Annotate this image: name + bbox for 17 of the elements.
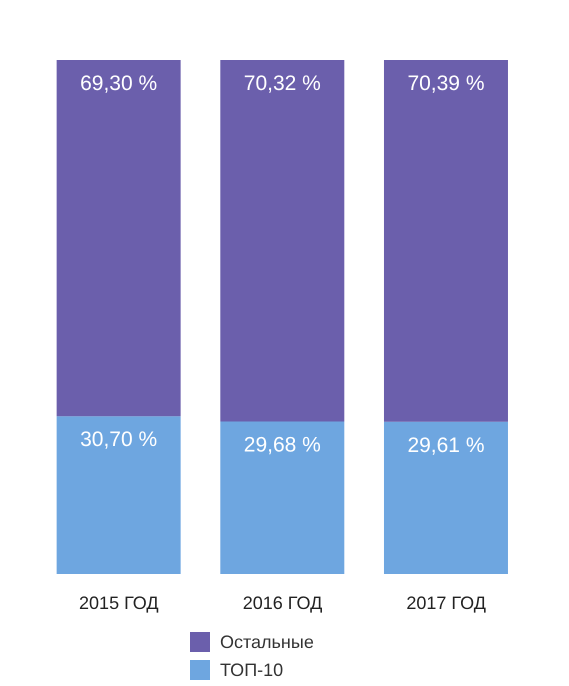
bar: [220, 60, 344, 422]
bar: [56, 60, 181, 416]
x-tick-label: 2017 ГОД: [406, 592, 486, 613]
bar: [384, 422, 508, 574]
x-tick-label: 2016 ГОД: [242, 592, 322, 613]
data-label: 29,61 %: [407, 434, 485, 457]
bar: [384, 60, 508, 422]
bar: [56, 416, 181, 574]
legend-label: Остальные: [220, 632, 314, 652]
data-label: 70,39 %: [407, 72, 485, 95]
legend-label: ТОП-10: [220, 660, 284, 680]
x-tick-label: 2015 ГОД: [79, 592, 159, 613]
data-label: 30,70 %: [80, 428, 158, 452]
bar: [220, 421, 344, 574]
data-label: 29,68 %: [244, 433, 321, 456]
data-label: 69,30 %: [80, 72, 158, 95]
data-label: 70,32 %: [244, 72, 321, 95]
